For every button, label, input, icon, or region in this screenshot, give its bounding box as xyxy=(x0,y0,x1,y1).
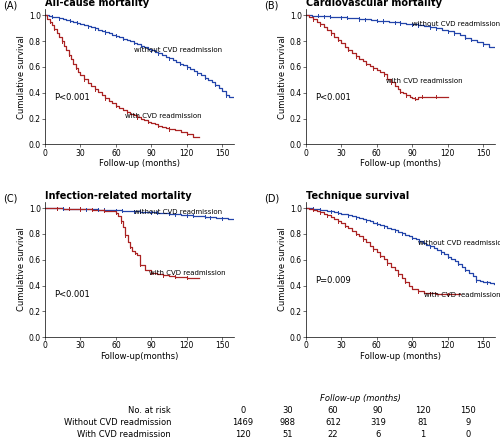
Text: 60: 60 xyxy=(328,406,338,415)
Text: 9: 9 xyxy=(466,418,470,427)
Text: with CVD readmission: with CVD readmission xyxy=(386,78,463,84)
Text: Technique survival: Technique survival xyxy=(306,191,409,201)
Text: without CVD readmission: without CVD readmission xyxy=(412,21,500,28)
Text: P<0.001: P<0.001 xyxy=(54,93,90,102)
Text: 22: 22 xyxy=(328,430,338,439)
Text: Cardiovascular mortality: Cardiovascular mortality xyxy=(306,0,442,8)
Text: 90: 90 xyxy=(373,406,384,415)
Text: 150: 150 xyxy=(460,406,476,415)
Text: Infection-related mortality: Infection-related mortality xyxy=(45,191,192,201)
Text: 0: 0 xyxy=(466,430,470,439)
Text: All-cause mortality: All-cause mortality xyxy=(45,0,149,8)
Text: 1: 1 xyxy=(420,430,426,439)
Y-axis label: Cumulative survival: Cumulative survival xyxy=(278,227,287,311)
Text: Without CVD readmission: Without CVD readmission xyxy=(64,418,171,427)
Text: without CVD readmission: without CVD readmission xyxy=(418,240,500,246)
X-axis label: Follow-up(months): Follow-up(months) xyxy=(100,352,178,361)
Text: No. at risk: No. at risk xyxy=(128,406,171,415)
Text: with CVD readmission: with CVD readmission xyxy=(424,292,500,297)
Text: 1469: 1469 xyxy=(232,418,254,427)
Text: with CVD readmission: with CVD readmission xyxy=(126,113,202,119)
Y-axis label: Cumulative survival: Cumulative survival xyxy=(17,227,26,311)
Text: Follow-up (months): Follow-up (months) xyxy=(320,394,400,404)
Text: P=0.009: P=0.009 xyxy=(316,276,351,285)
Text: 0: 0 xyxy=(240,406,246,415)
Text: P<0.001: P<0.001 xyxy=(54,290,90,299)
Text: 120: 120 xyxy=(415,406,431,415)
Y-axis label: Cumulative survival: Cumulative survival xyxy=(17,35,26,119)
Text: 988: 988 xyxy=(280,418,296,427)
Text: (C): (C) xyxy=(4,194,18,203)
Text: 6: 6 xyxy=(376,430,380,439)
Text: (A): (A) xyxy=(4,1,18,11)
Y-axis label: Cumulative survival: Cumulative survival xyxy=(278,35,287,119)
Text: With CVD readmission: With CVD readmission xyxy=(77,430,171,439)
X-axis label: Follow-up (months): Follow-up (months) xyxy=(360,159,441,168)
X-axis label: Follow-up (months): Follow-up (months) xyxy=(360,352,441,361)
Text: 319: 319 xyxy=(370,418,386,427)
Text: (B): (B) xyxy=(264,1,278,11)
X-axis label: Follow-up (months): Follow-up (months) xyxy=(99,159,180,168)
Text: (D): (D) xyxy=(264,194,280,203)
Text: with CVD readmission: with CVD readmission xyxy=(149,270,226,276)
Text: 612: 612 xyxy=(325,418,341,427)
Text: 120: 120 xyxy=(235,430,251,439)
Text: P<0.001: P<0.001 xyxy=(316,93,351,102)
Text: without CVD readmission: without CVD readmission xyxy=(134,47,222,53)
Text: 51: 51 xyxy=(283,430,293,439)
Text: 81: 81 xyxy=(418,418,428,427)
Text: 30: 30 xyxy=(282,406,294,415)
Text: without CVD readmission: without CVD readmission xyxy=(134,209,222,215)
